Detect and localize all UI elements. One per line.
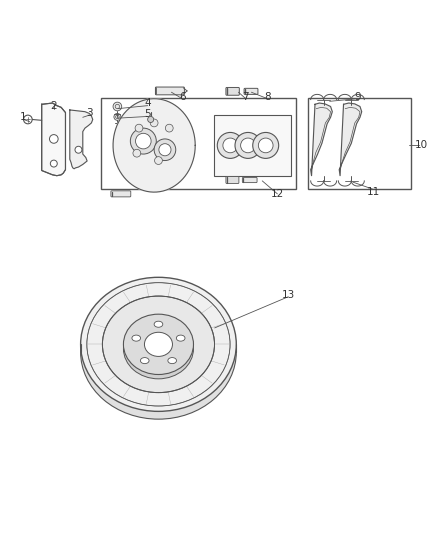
Text: 13: 13: [282, 289, 295, 300]
Circle shape: [253, 132, 279, 158]
Polygon shape: [339, 103, 362, 176]
FancyBboxPatch shape: [111, 191, 131, 197]
Polygon shape: [113, 99, 195, 192]
Text: 12: 12: [271, 189, 284, 199]
Circle shape: [135, 124, 143, 132]
FancyBboxPatch shape: [244, 88, 258, 94]
Circle shape: [154, 139, 176, 160]
Text: 9: 9: [354, 92, 361, 102]
Text: 10: 10: [415, 140, 428, 150]
Bar: [307, 98, 411, 189]
Text: 11: 11: [367, 187, 381, 197]
Circle shape: [217, 132, 243, 158]
Circle shape: [135, 133, 151, 149]
Ellipse shape: [177, 335, 185, 341]
Circle shape: [50, 160, 57, 167]
Circle shape: [155, 157, 162, 165]
Circle shape: [159, 144, 171, 156]
Circle shape: [235, 132, 261, 158]
Circle shape: [113, 102, 122, 111]
Bar: [214, 115, 291, 176]
Text: 5: 5: [145, 109, 151, 119]
Circle shape: [114, 114, 121, 120]
Text: 3: 3: [86, 108, 92, 118]
Text: 2: 2: [50, 101, 57, 111]
Ellipse shape: [81, 277, 236, 411]
Text: 4: 4: [145, 98, 151, 108]
Polygon shape: [311, 103, 332, 176]
Circle shape: [75, 146, 82, 153]
Circle shape: [166, 124, 173, 132]
Ellipse shape: [168, 358, 177, 364]
Circle shape: [148, 116, 154, 123]
Text: 7: 7: [243, 92, 249, 102]
Polygon shape: [42, 103, 66, 176]
FancyBboxPatch shape: [226, 176, 239, 183]
Ellipse shape: [124, 319, 194, 379]
Circle shape: [49, 135, 58, 143]
Text: 8: 8: [264, 92, 271, 102]
Circle shape: [133, 149, 141, 157]
Circle shape: [150, 119, 158, 127]
Text: 6: 6: [179, 92, 186, 102]
FancyBboxPatch shape: [226, 87, 239, 95]
FancyBboxPatch shape: [155, 87, 184, 95]
Circle shape: [223, 138, 237, 153]
Circle shape: [258, 138, 273, 153]
Polygon shape: [70, 110, 93, 169]
FancyBboxPatch shape: [242, 177, 257, 183]
Ellipse shape: [141, 358, 149, 364]
Ellipse shape: [145, 332, 173, 357]
Ellipse shape: [81, 285, 236, 419]
Ellipse shape: [154, 321, 163, 327]
Ellipse shape: [124, 314, 194, 375]
Text: 1: 1: [20, 112, 27, 122]
Bar: [101, 98, 296, 189]
Circle shape: [131, 128, 156, 154]
Circle shape: [240, 138, 255, 153]
Ellipse shape: [102, 296, 215, 393]
Ellipse shape: [132, 335, 141, 341]
